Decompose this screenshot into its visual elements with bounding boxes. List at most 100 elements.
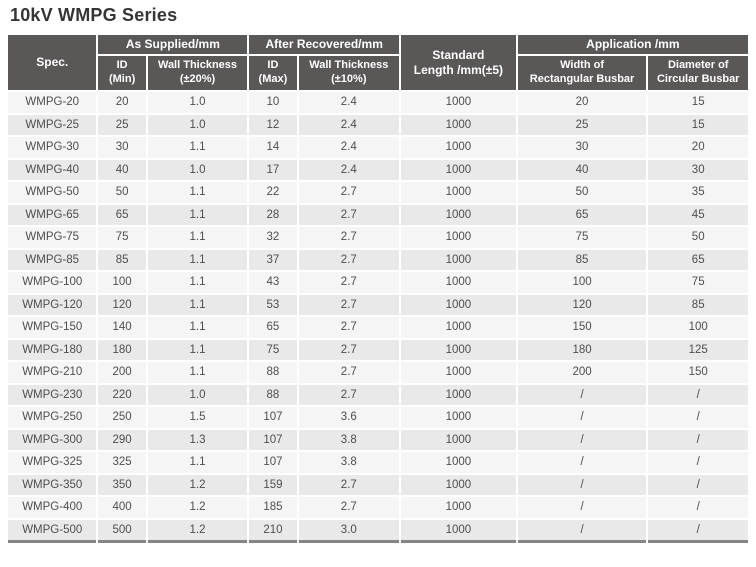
cell-wall_thickness_10: 3.6: [298, 407, 400, 428]
table-row: WMPG-100 100 1.1 43 2.7 1000 100 75: [8, 272, 748, 293]
cell-width_rectangular_busbar: 40: [517, 159, 647, 180]
cell-wall_thickness_20: 1.1: [147, 249, 248, 270]
cell-wall_thickness_10: 2.4: [298, 137, 400, 158]
cell-id_min: 200: [98, 362, 146, 383]
cell-wall_thickness_20: 1.5: [147, 407, 248, 428]
cell-id_min: 75: [98, 227, 146, 248]
cell-id_min: 220: [98, 384, 146, 405]
cell-spec: WMPG-250: [8, 407, 97, 428]
cell-id_max: 22: [249, 182, 297, 203]
cell-width_rectangular_busbar: 150: [517, 317, 647, 338]
header-width-rectangular-busbar: Width of Rectangular Busbar: [517, 56, 647, 90]
cell-diameter_circular_busbar: 20: [648, 137, 748, 158]
cell-id_max: 107: [249, 429, 297, 450]
header-after-recovered: After Recovered/mm: [249, 35, 400, 54]
table-row: WMPG-85 85 1.1 37 2.7 1000 85 65: [8, 249, 748, 270]
cell-diameter_circular_busbar: /: [648, 519, 748, 543]
cell-diameter_circular_busbar: /: [648, 407, 748, 428]
cell-wall_thickness_10: 3.8: [298, 452, 400, 473]
cell-id_max: 185: [249, 497, 297, 518]
cell-wall_thickness_20: 1.1: [147, 294, 248, 315]
table-row: WMPG-50 50 1.1 22 2.7 1000 50 35: [8, 182, 748, 203]
cell-standard_length: 1000: [401, 114, 516, 135]
cell-wall_thickness_20: 1.3: [147, 429, 248, 450]
cell-id_max: 53: [249, 294, 297, 315]
cell-wall_thickness_10: 2.7: [298, 249, 400, 270]
cell-id_min: 100: [98, 272, 146, 293]
cell-id_max: 107: [249, 452, 297, 473]
cell-diameter_circular_busbar: 125: [648, 339, 748, 360]
table-row: WMPG-20 20 1.0 10 2.4 1000 20 15: [8, 92, 748, 113]
cell-standard_length: 1000: [401, 159, 516, 180]
cell-id_max: 43: [249, 272, 297, 293]
cell-spec: WMPG-500: [8, 519, 97, 543]
cell-diameter_circular_busbar: 150: [648, 362, 748, 383]
cell-spec: WMPG-300: [8, 429, 97, 450]
cell-standard_length: 1000: [401, 92, 516, 113]
cell-standard_length: 1000: [401, 249, 516, 270]
table-row: WMPG-400 400 1.2 185 2.7 1000//: [8, 497, 748, 518]
cell-wall_thickness_20: 1.1: [147, 204, 248, 225]
cell-standard_length: 1000: [401, 362, 516, 383]
cell-spec: WMPG-150: [8, 317, 97, 338]
cell-wall_thickness_20: 1.0: [147, 384, 248, 405]
table-row: WMPG-75 75 1.1 32 2.7 1000 75 50: [8, 227, 748, 248]
cell-width_rectangular_busbar: 50: [517, 182, 647, 203]
cell-id_min: 30: [98, 137, 146, 158]
cell-standard_length: 1000: [401, 407, 516, 428]
cell-wall_thickness_20: 1.1: [147, 227, 248, 248]
cell-width_rectangular_busbar: /: [517, 429, 647, 450]
cell-wall_thickness_10: 2.7: [298, 339, 400, 360]
cell-id_min: 85: [98, 249, 146, 270]
spec-table: Spec. As Supplied/mm After Recovered/mm …: [6, 33, 750, 545]
header-row-groups: Spec. As Supplied/mm After Recovered/mm …: [8, 35, 748, 90]
cell-width_rectangular_busbar: 120: [517, 294, 647, 315]
cell-width_rectangular_busbar: /: [517, 497, 647, 518]
cell-diameter_circular_busbar: 85: [648, 294, 748, 315]
header-id-min: ID (Min): [98, 56, 146, 90]
cell-spec: WMPG-350: [8, 474, 97, 495]
table-header: Spec. As Supplied/mm After Recovered/mm …: [8, 35, 748, 90]
table-row: WMPG-120 120 1.1 53 2.7 1000 120 85: [8, 294, 748, 315]
cell-id_max: 210: [249, 519, 297, 543]
cell-diameter_circular_busbar: /: [648, 474, 748, 495]
cell-wall_thickness_20: 1.0: [147, 114, 248, 135]
cell-spec: WMPG-85: [8, 249, 97, 270]
table-row: WMPG-250 250 1.5 107 3.6 1000//: [8, 407, 748, 428]
cell-wall_thickness_10: 2.7: [298, 272, 400, 293]
cell-spec: WMPG-50: [8, 182, 97, 203]
cell-id_max: 107: [249, 407, 297, 428]
cell-diameter_circular_busbar: /: [648, 452, 748, 473]
cell-spec: WMPG-210: [8, 362, 97, 383]
cell-diameter_circular_busbar: 15: [648, 92, 748, 113]
cell-spec: WMPG-120: [8, 294, 97, 315]
cell-spec: WMPG-65: [8, 204, 97, 225]
cell-id_max: 65: [249, 317, 297, 338]
cell-wall_thickness_10: 2.7: [298, 204, 400, 225]
header-diameter-circular-busbar: Diameter of Circular Busbar: [648, 56, 748, 90]
cell-width_rectangular_busbar: 200: [517, 362, 647, 383]
cell-width_rectangular_busbar: 75: [517, 227, 647, 248]
table-row: WMPG-500 500 1.2 210 3.0 1000//: [8, 519, 748, 543]
cell-id_max: 12: [249, 114, 297, 135]
table-row: WMPG-30 30 1.1 14 2.4 1000 30 20: [8, 137, 748, 158]
cell-wall_thickness_20: 1.1: [147, 362, 248, 383]
cell-spec: WMPG-25: [8, 114, 97, 135]
cell-width_rectangular_busbar: /: [517, 474, 647, 495]
cell-wall_thickness_10: 2.7: [298, 474, 400, 495]
cell-wall_thickness_20: 1.0: [147, 159, 248, 180]
cell-diameter_circular_busbar: /: [648, 497, 748, 518]
cell-width_rectangular_busbar: 30: [517, 137, 647, 158]
page-title: 10kV WMPG Series: [10, 5, 178, 25]
cell-spec: WMPG-400: [8, 497, 97, 518]
table-row: WMPG-230 220 1.0 88 2.7 1000//: [8, 384, 748, 405]
cell-wall_thickness_10: 2.7: [298, 384, 400, 405]
cell-spec: WMPG-40: [8, 159, 97, 180]
cell-diameter_circular_busbar: /: [648, 429, 748, 450]
cell-id_min: 290: [98, 429, 146, 450]
cell-standard_length: 1000: [401, 227, 516, 248]
cell-width_rectangular_busbar: 180: [517, 339, 647, 360]
cell-id_min: 120: [98, 294, 146, 315]
cell-diameter_circular_busbar: 75: [648, 272, 748, 293]
cell-spec: WMPG-30: [8, 137, 97, 158]
